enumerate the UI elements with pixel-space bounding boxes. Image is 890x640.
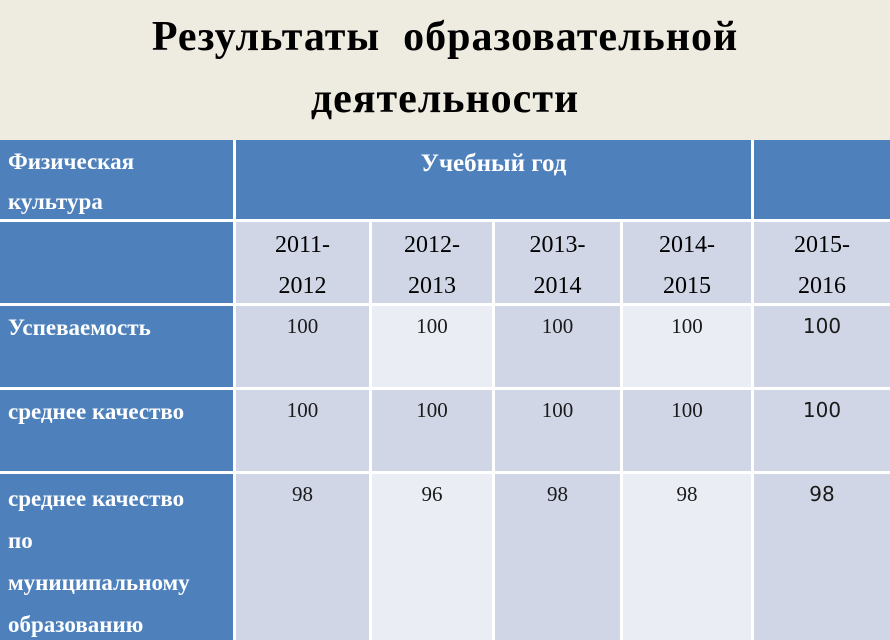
value-cell: 100 <box>495 306 620 387</box>
year-header-2015-2016: 2015- 2016 <box>754 222 890 303</box>
year-header-2013-2014: 2013- 2014 <box>495 222 620 303</box>
value-cell: 96 <box>372 474 492 640</box>
value-cell: 100 <box>623 306 751 387</box>
table-years-row-empty-cell <box>0 222 233 303</box>
slide-title: Результаты образовательной деятельности <box>0 0 890 140</box>
year-header-2014-2015: 2014- 2015 <box>623 222 751 303</box>
value-cell: 100 <box>495 390 620 471</box>
row-label-srednee-kachestvo-municipalnoe: среднее качество по муниципальному образ… <box>0 474 233 640</box>
value-cell: 100 <box>372 390 492 471</box>
value-cell: 98 <box>495 474 620 640</box>
row-label-uspevaemost: Успеваемость <box>0 306 233 387</box>
value-cell: 98 <box>623 474 751 640</box>
value-cell: 100 <box>372 306 492 387</box>
slide-title-line-1: Результаты образовательной <box>151 14 739 60</box>
value-cell: 100 <box>236 306 369 387</box>
row-label-srednee-kachestvo: среднее качество <box>0 390 233 471</box>
table-year-group-header: Учебный год <box>236 140 751 219</box>
table-subject-header: Физическая культура <box>0 140 233 219</box>
results-table: Физическая культура Учебный год 2011- 20… <box>0 140 890 640</box>
year-header-2012-2013: 2012- 2013 <box>372 222 492 303</box>
table-header-empty-cell <box>754 140 890 219</box>
value-cell: 100 <box>754 390 890 471</box>
value-cell: 98 <box>754 474 890 640</box>
value-cell: 98 <box>236 474 369 640</box>
value-cell: 100 <box>754 306 890 387</box>
value-cell: 100 <box>236 390 369 471</box>
year-header-2011-2012: 2011- 2012 <box>236 222 369 303</box>
slide-title-line-2: деятельности <box>310 76 580 122</box>
value-cell: 100 <box>623 390 751 471</box>
